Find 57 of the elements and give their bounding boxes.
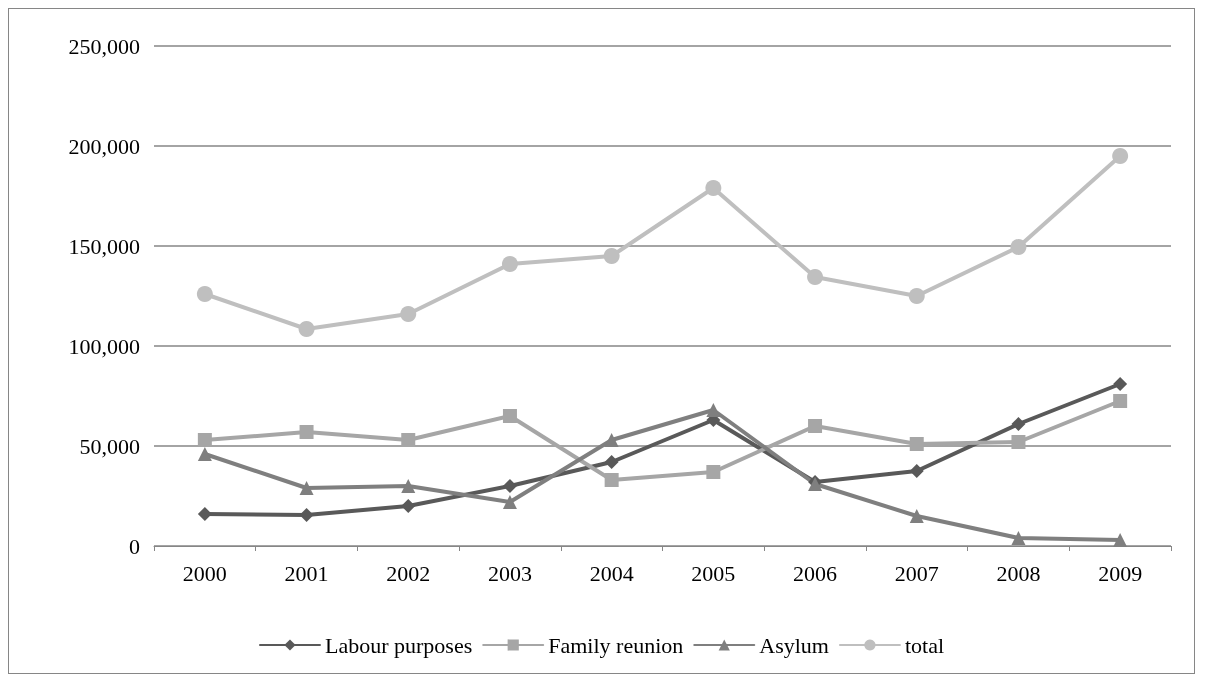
y-tick-label: 50,000 — [79, 433, 140, 459]
point — [196, 286, 213, 302]
y-tick-label: 200,000 — [68, 133, 140, 159]
legend-label: Asylum — [759, 632, 829, 658]
y-tick-label: 0 — [129, 533, 140, 559]
x-tick-label: 2006 — [793, 560, 838, 586]
point — [604, 455, 619, 469]
point — [400, 306, 417, 322]
point — [298, 321, 315, 337]
point — [502, 495, 517, 509]
point — [1010, 239, 1027, 255]
x-tick-label: 2003 — [487, 560, 532, 586]
point — [1113, 533, 1128, 547]
x-tick-label: 2005 — [691, 560, 736, 586]
point — [197, 447, 212, 461]
point — [706, 465, 721, 479]
point — [299, 481, 314, 495]
point — [401, 479, 416, 493]
point — [401, 499, 416, 513]
point — [909, 509, 924, 523]
point — [1011, 435, 1026, 449]
legend-label: Labour purposes — [324, 632, 473, 658]
legend-label: total — [904, 632, 945, 658]
point — [1113, 394, 1128, 408]
point — [299, 425, 314, 439]
point — [502, 479, 517, 493]
point — [1112, 148, 1129, 164]
x-tick-label: 2009 — [1098, 560, 1143, 586]
x-tick-label: 2004 — [589, 560, 634, 586]
y-tick-label: 150,000 — [68, 233, 140, 259]
point — [604, 473, 619, 487]
point — [808, 419, 823, 433]
y-tick-label: 100,000 — [68, 333, 140, 359]
y-tick-label: 250,000 — [68, 33, 140, 59]
point — [502, 409, 517, 423]
x-tick-label: 2002 — [386, 560, 431, 586]
x-tick-label: 2007 — [894, 560, 939, 586]
point — [705, 180, 722, 196]
point — [706, 403, 721, 417]
point — [1113, 377, 1128, 391]
point — [807, 269, 824, 285]
point — [299, 508, 314, 522]
point — [197, 433, 212, 447]
point — [401, 433, 416, 447]
point — [501, 256, 518, 272]
point — [1011, 531, 1026, 545]
point — [603, 248, 620, 264]
point — [604, 433, 619, 447]
point — [909, 464, 924, 478]
x-tick-label: 2000 — [182, 560, 227, 586]
point — [908, 288, 925, 304]
point — [909, 437, 924, 451]
legend-label: Family reunion — [548, 632, 684, 658]
x-tick-label: 2008 — [996, 560, 1041, 586]
point — [1011, 417, 1026, 431]
x-tick-label: 2001 — [284, 560, 329, 586]
point — [197, 507, 212, 521]
